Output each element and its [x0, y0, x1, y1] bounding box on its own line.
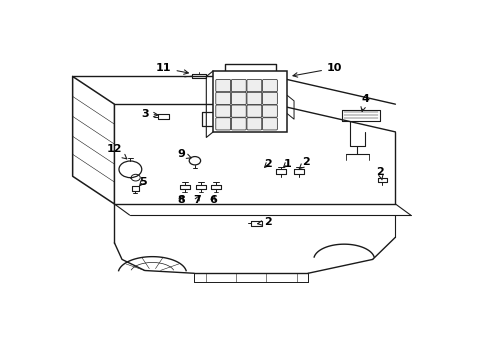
- FancyBboxPatch shape: [247, 105, 262, 117]
- Text: 11: 11: [156, 63, 188, 74]
- Text: 2: 2: [299, 157, 310, 169]
- FancyBboxPatch shape: [247, 118, 262, 130]
- FancyBboxPatch shape: [263, 105, 277, 117]
- Text: 3: 3: [141, 109, 158, 119]
- Text: 10: 10: [293, 63, 343, 77]
- FancyBboxPatch shape: [263, 92, 277, 104]
- FancyBboxPatch shape: [216, 118, 231, 130]
- Text: 4: 4: [361, 94, 369, 112]
- FancyBboxPatch shape: [231, 105, 246, 117]
- FancyBboxPatch shape: [231, 80, 246, 92]
- Text: 8: 8: [177, 195, 185, 205]
- Text: 6: 6: [209, 195, 217, 205]
- FancyBboxPatch shape: [247, 80, 262, 92]
- FancyBboxPatch shape: [231, 118, 246, 130]
- FancyBboxPatch shape: [247, 92, 262, 104]
- Text: 12: 12: [107, 144, 127, 159]
- Text: 2: 2: [258, 217, 272, 227]
- FancyBboxPatch shape: [263, 118, 277, 130]
- Text: 1: 1: [283, 159, 291, 169]
- FancyBboxPatch shape: [216, 92, 231, 104]
- FancyBboxPatch shape: [231, 92, 246, 104]
- Text: 5: 5: [139, 177, 147, 187]
- Bar: [213, 71, 287, 132]
- FancyBboxPatch shape: [216, 105, 231, 117]
- Text: 2: 2: [264, 159, 272, 169]
- FancyBboxPatch shape: [216, 80, 231, 92]
- FancyBboxPatch shape: [263, 80, 277, 92]
- Text: 7: 7: [194, 195, 201, 205]
- Text: 2: 2: [376, 167, 384, 180]
- Text: 9: 9: [177, 149, 191, 159]
